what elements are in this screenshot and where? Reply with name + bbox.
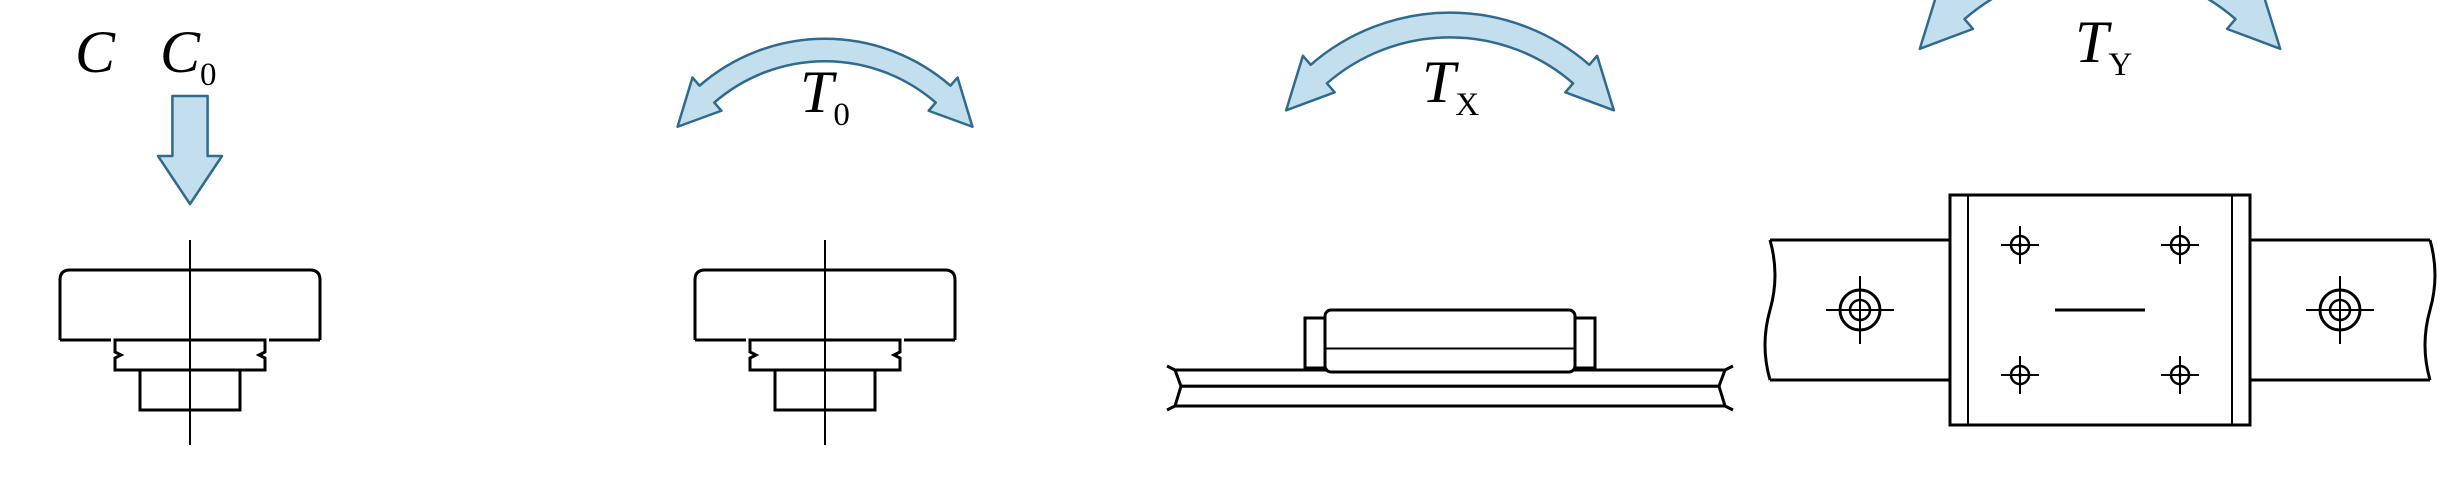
fig1: [60, 240, 320, 445]
label-ty: TY: [2075, 8, 2132, 84]
label-t0: T0: [800, 58, 850, 134]
fig4: [1765, 195, 2435, 425]
label-c0: C0: [160, 18, 217, 94]
label-c: C: [75, 18, 115, 87]
label-tx: TX: [1422, 48, 1479, 124]
arrow-down: [158, 96, 222, 204]
fig2: [695, 240, 955, 445]
fig3: [1167, 310, 1733, 410]
